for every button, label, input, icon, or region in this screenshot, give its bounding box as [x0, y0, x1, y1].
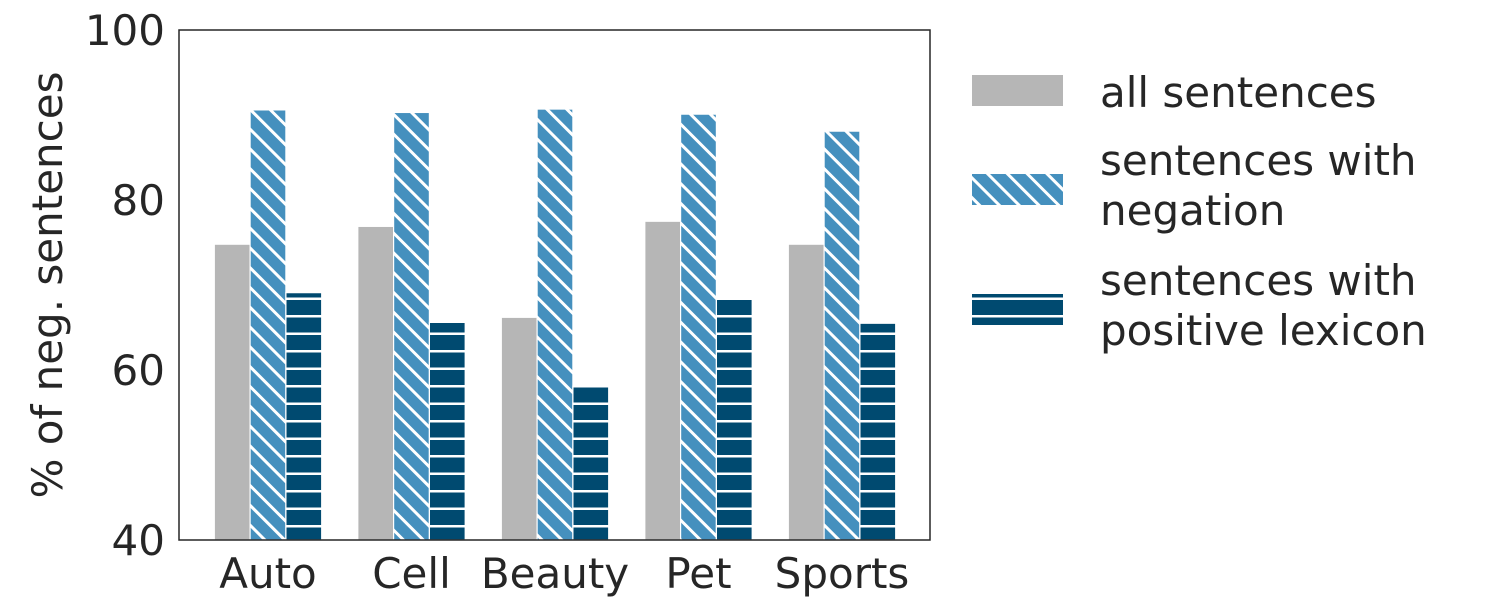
bars-group	[213, 108, 897, 541]
y-axis-ticks: 40 60 80 100	[85, 6, 165, 565]
bar-beauty-series-3	[572, 385, 610, 541]
bar-pet-series-1	[644, 220, 682, 541]
y-axis-label: % of neg. sentences	[23, 72, 72, 499]
y-tick-label: 100	[85, 6, 165, 55]
bar-sports-series-3	[859, 322, 897, 541]
bar-cell-series-2	[393, 111, 431, 541]
bar-sports-series-1	[787, 243, 825, 541]
y-tick-label: 60	[112, 346, 165, 395]
bar-beauty-series-2	[536, 108, 574, 541]
bar-pet-series-2	[679, 113, 717, 541]
bar-pet-series-3	[715, 297, 753, 541]
legend: all sentences sentences with negation sente…	[972, 68, 1427, 355]
bar-auto-series-2	[249, 109, 287, 541]
x-tick-label-pet: Pet	[665, 549, 731, 598]
bar-auto-series-3	[285, 292, 323, 541]
legend-swatch-3	[972, 294, 1063, 325]
legend-label-2: sentences with negation	[1100, 136, 1417, 235]
legend-swatch-1	[972, 75, 1063, 106]
x-tick-label-sports: Sports	[775, 549, 910, 598]
y-tick-label: 40	[112, 516, 165, 565]
bar-auto-series-1	[213, 243, 251, 541]
legend-swatch-2	[972, 174, 1063, 205]
bar-cell-series-3	[428, 321, 466, 541]
legend-label-3: sentences with positive lexicon	[1100, 256, 1427, 355]
x-axis-ticks: Auto Cell Beauty Pet Sports	[219, 549, 909, 598]
bar-cell-series-1	[357, 225, 395, 541]
bar-beauty-series-1	[500, 316, 538, 541]
x-tick-label-auto: Auto	[219, 549, 317, 598]
plot-frame	[178, 29, 931, 541]
legend-label-1: all sentences	[1100, 68, 1377, 117]
x-tick-label-beauty: Beauty	[481, 549, 629, 598]
y-tick-label: 80	[112, 176, 165, 225]
x-tick-label-cell: Cell	[372, 549, 451, 598]
bar-sports-series-2	[823, 130, 861, 541]
